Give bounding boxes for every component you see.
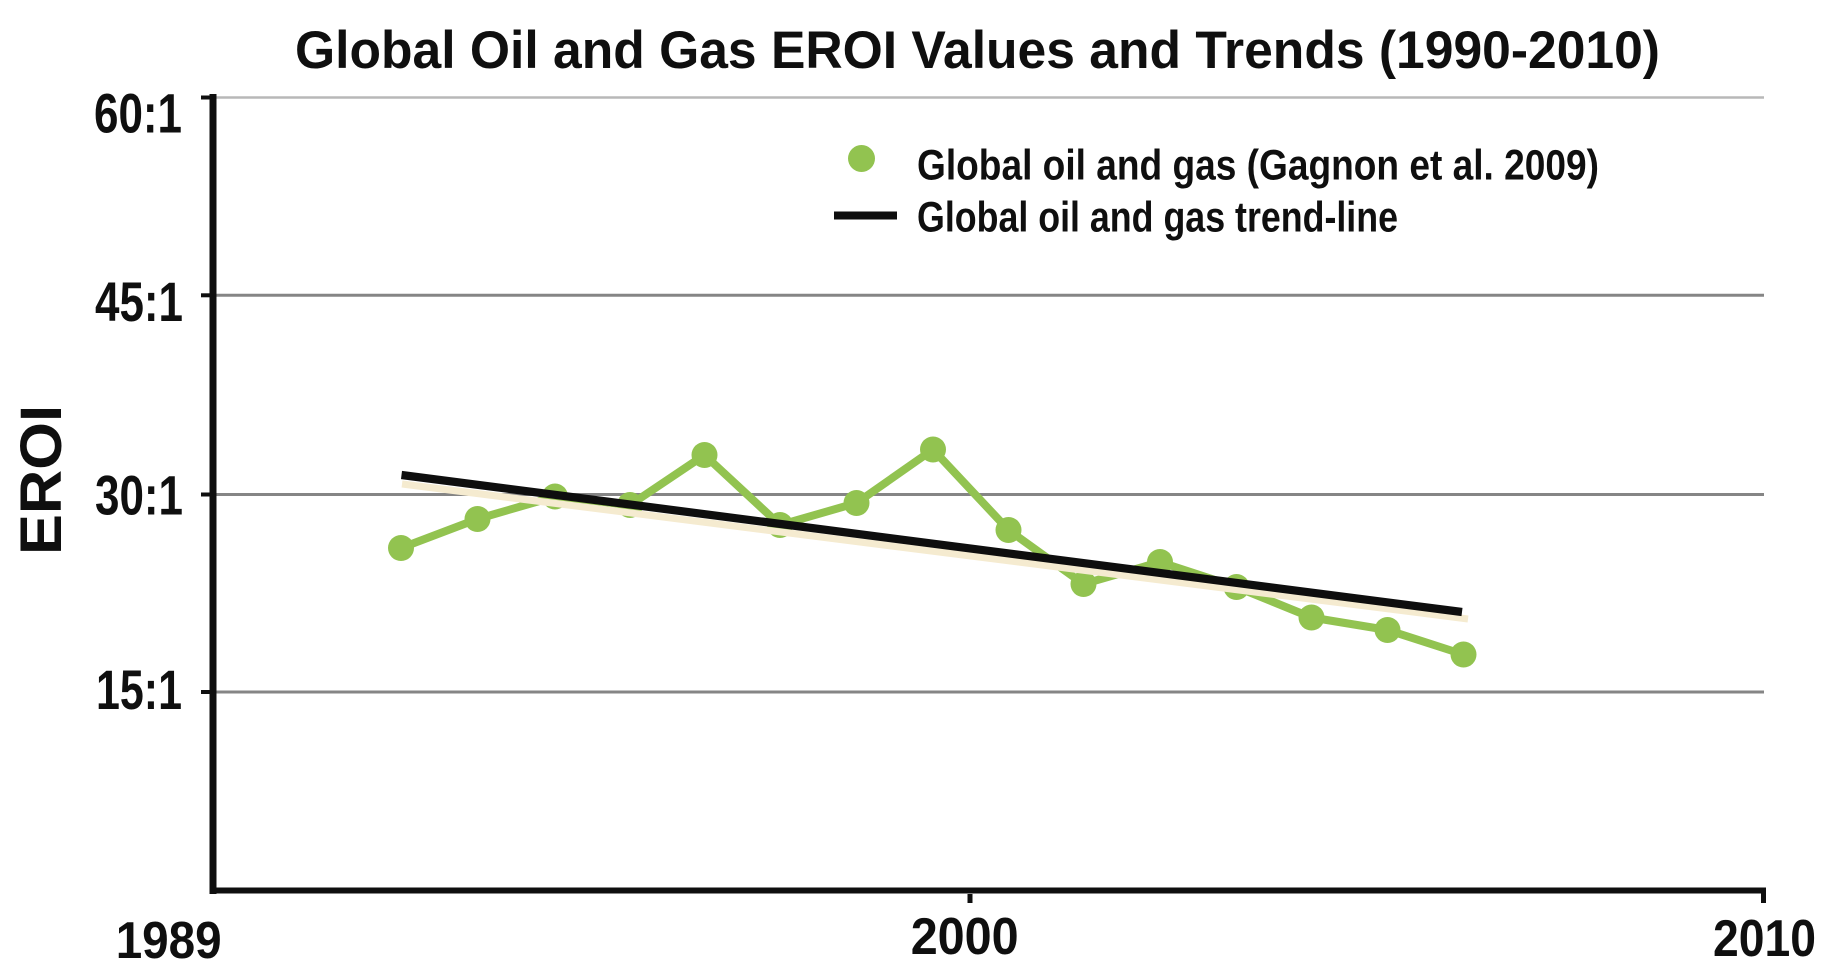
svg-text:Global Oil and Gas EROI Values: Global Oil and Gas EROI Values and Trend… [295,21,1660,80]
svg-text:45:1: 45:1 [95,270,183,333]
svg-text:30:1: 30:1 [95,463,183,526]
svg-text:15:1: 15:1 [96,658,182,721]
svg-text:60:1: 60:1 [94,82,182,145]
svg-text:1989: 1989 [116,912,222,970]
svg-text:Global oil and gas trend-line: Global oil and gas trend-line [917,194,1398,242]
svg-text:EROI: EROI [9,405,74,555]
svg-text:2000: 2000 [911,908,1019,966]
svg-text:2010: 2010 [1713,910,1816,968]
svg-text:Global oil and gas (Gagnon et: Global oil and gas (Gagnon et al. 2009) [917,142,1599,190]
